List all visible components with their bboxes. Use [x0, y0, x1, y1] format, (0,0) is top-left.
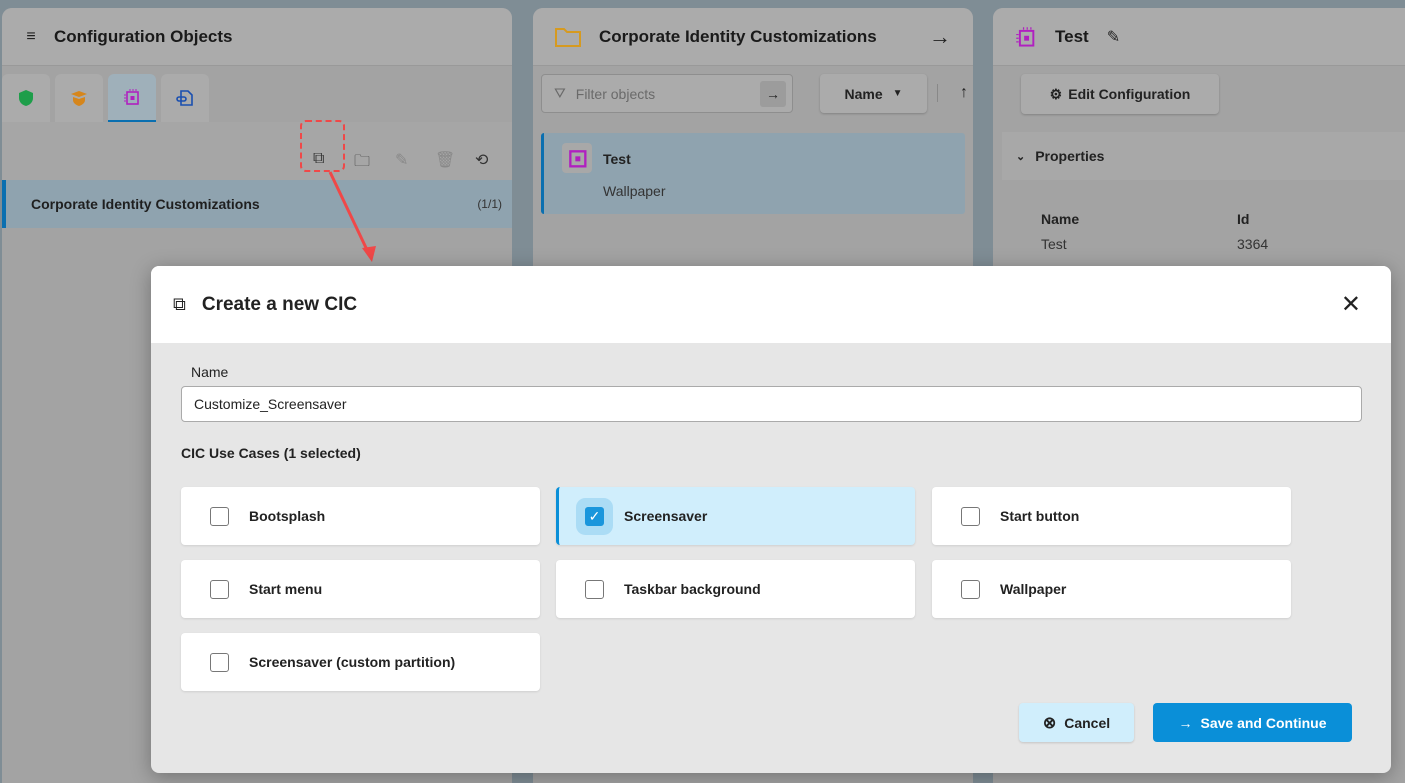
list-item[interactable]: Test Wallpaper [541, 133, 965, 214]
cancel-circle-icon: ⊗ [1042, 714, 1057, 732]
caret-down-icon: ▼ [892, 88, 903, 99]
highlight-box [300, 120, 345, 172]
tab-cic[interactable] [108, 74, 156, 122]
checkbox[interactable] [210, 652, 229, 672]
use-case-option[interactable]: Taskbar background [556, 560, 915, 618]
apply-filter-button[interactable]: → [760, 81, 786, 107]
property-header-name: Name [1041, 211, 1080, 227]
use-case-option[interactable]: Start button [932, 487, 1291, 545]
use-case-option[interactable]: Bootsplash [181, 487, 540, 545]
sort-direction-icon[interactable]: ↑ [937, 84, 968, 102]
edit-configuration-button[interactable]: ⚙ Edit Configuration [1021, 74, 1219, 114]
use-case-label: Screensaver [624, 508, 708, 524]
folder-icon [555, 27, 581, 47]
cic-chip-icon [562, 143, 592, 173]
panel-header: Test ✎ [993, 8, 1405, 66]
sort-label: Name [844, 85, 883, 102]
checkbox[interactable] [210, 579, 229, 599]
panel-title: Configuration Objects [54, 26, 233, 46]
use-case-option[interactable]: Screensaver (custom partition) [181, 633, 540, 691]
chevron-down-icon: ⌄ [1016, 150, 1026, 163]
item-subtitle: Wallpaper [603, 183, 666, 199]
save-label: Save and Continue [1200, 714, 1327, 731]
use-case-option[interactable]: ✓ Screensaver [556, 487, 915, 545]
graduation-shield-icon [71, 91, 87, 106]
tab-education[interactable] [55, 74, 103, 122]
cancel-label: Cancel [1064, 714, 1111, 731]
cic-chip-icon [124, 89, 139, 105]
property-value-name: Test [1041, 236, 1067, 252]
checkbox[interactable] [585, 579, 604, 599]
property-value-id: 3364 [1237, 236, 1269, 252]
edit-icon[interactable]: ✎ [395, 152, 409, 169]
new-folder-icon[interactable]: 🗀 [354, 153, 371, 170]
create-cic-icon[interactable]: ⧉ [313, 150, 325, 167]
filter-input[interactable]: ⛛ Filter objects → [541, 74, 793, 113]
tab-documents[interactable] [161, 74, 209, 122]
filter-placeholder: Filter objects [575, 85, 656, 102]
dialog-title: Create a new CIC [201, 293, 358, 315]
shield-icon [19, 90, 33, 106]
create-cic-icon: ⧉ [173, 294, 186, 314]
edit-title-icon[interactable]: ✎ [1106, 28, 1121, 46]
checkbox[interactable] [210, 506, 229, 526]
list-item-label: Corporate Identity Customizations [31, 196, 260, 212]
sort-dropdown[interactable]: Name ▼ [820, 74, 927, 113]
use-case-option[interactable]: Start menu [181, 560, 540, 618]
item-title: Test [603, 151, 631, 167]
property-header-id: Id [1237, 211, 1250, 227]
list-item-count: (1/1) [477, 197, 502, 211]
document-link-icon [176, 90, 193, 106]
arrow-right-icon: → [1178, 714, 1193, 731]
use-cases-title: CIC Use Cases (1 selected) [181, 445, 361, 461]
refresh-icon[interactable]: ⟲ [475, 152, 489, 169]
tab-shield[interactable] [2, 74, 50, 122]
use-case-option[interactable]: Wallpaper [932, 560, 1291, 618]
use-case-label: Bootsplash [249, 508, 326, 524]
create-cic-dialog: ⧉ Create a new CIC ✕ Name Customize_Scre… [151, 266, 1391, 773]
checkbox[interactable] [961, 506, 980, 526]
toolbar [2, 122, 512, 180]
name-label: Name [191, 364, 229, 380]
panel-title: Corporate Identity Customizations [599, 26, 877, 46]
edit-configuration-label: Edit Configuration [1068, 86, 1191, 102]
arrow-right-icon[interactable]: → [929, 23, 951, 49]
delete-icon[interactable]: 🗑 [435, 152, 456, 169]
gear-icon: ⚙ [1049, 85, 1063, 102]
list-item[interactable]: Corporate Identity Customizations (1/1) [2, 180, 512, 228]
filter-icon: ⛛ [554, 85, 566, 101]
use-case-label: Wallpaper [1000, 581, 1067, 597]
checkbox[interactable] [961, 579, 980, 599]
panel-header: ≡ Configuration Objects [2, 8, 512, 66]
use-case-label: Start menu [249, 581, 323, 597]
panel-title: Test [1055, 26, 1089, 46]
save-and-continue-button[interactable]: → Save and Continue [1153, 703, 1352, 742]
dialog-header: ⧉ Create a new CIC ✕ [151, 266, 1391, 343]
use-case-label: Start button [1000, 508, 1080, 524]
properties-section-header[interactable]: ⌄ Properties [1002, 132, 1405, 180]
panel-header: Corporate Identity Customizations → [533, 8, 973, 66]
section-title: Properties [1035, 148, 1105, 164]
cic-chip-icon [1016, 26, 1035, 47]
name-input[interactable]: Customize_Screensaver [181, 386, 1362, 422]
close-icon[interactable]: ✕ [1340, 291, 1361, 318]
checkbox[interactable]: ✓ [585, 506, 604, 526]
cancel-button[interactable]: ⊗ Cancel [1019, 703, 1134, 742]
collapse-menu-icon[interactable]: ≡ [26, 27, 36, 45]
use-case-label: Screensaver (custom partition) [249, 654, 456, 670]
use-case-label: Taskbar background [624, 581, 761, 597]
